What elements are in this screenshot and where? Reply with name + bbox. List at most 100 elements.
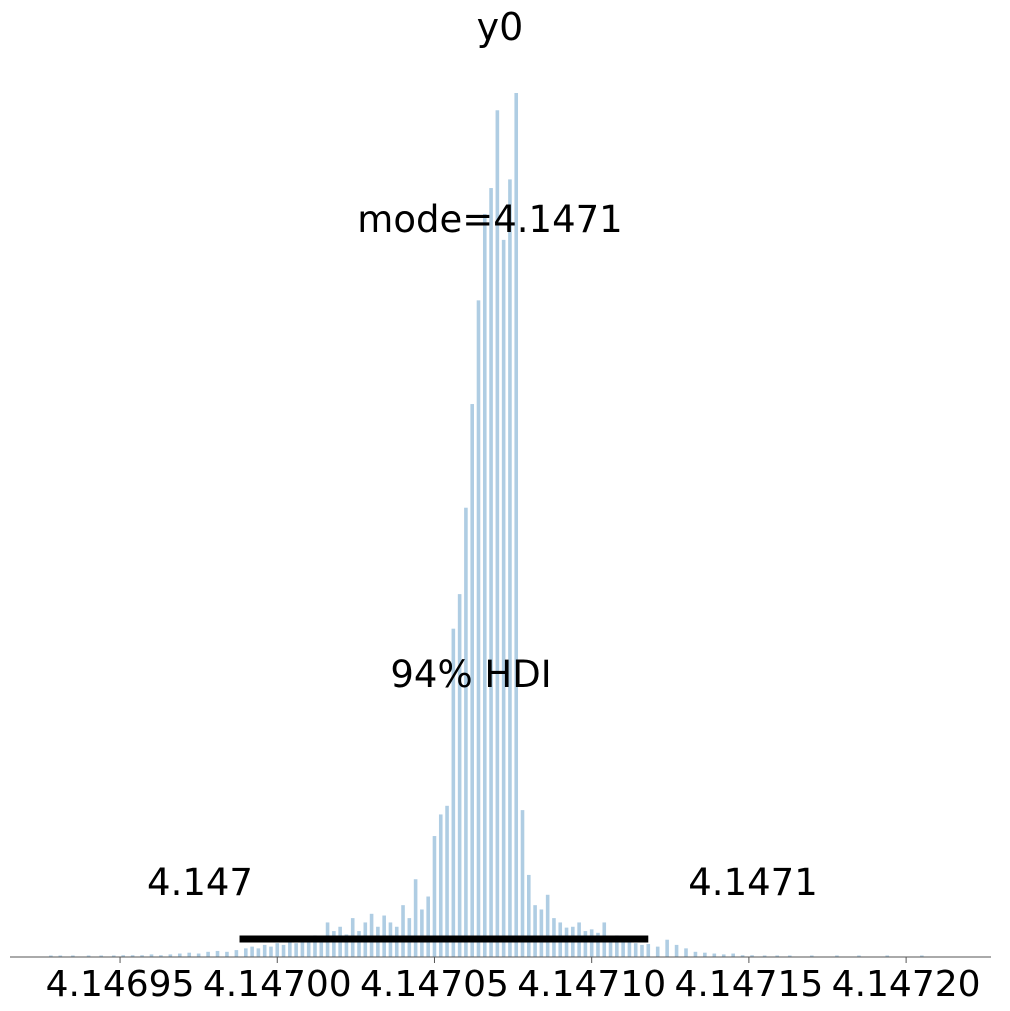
histogram-bar bbox=[482, 213, 487, 957]
histogram-bar bbox=[731, 953, 735, 957]
histogram-bar bbox=[646, 944, 651, 957]
x-tick-label: 4.14720 bbox=[832, 964, 981, 1005]
histogram-bar bbox=[520, 810, 525, 957]
mode-annotation: mode=4.1471 bbox=[357, 198, 622, 241]
histogram-bar bbox=[420, 909, 424, 957]
histogram-bar bbox=[457, 594, 462, 957]
histogram-bar bbox=[476, 300, 481, 957]
histogram-bar bbox=[369, 913, 374, 957]
histogram-bar bbox=[319, 937, 324, 957]
histogram-bar bbox=[508, 179, 512, 957]
histogram-bar bbox=[244, 948, 248, 957]
x-tick-label: 4.14715 bbox=[674, 964, 823, 1005]
histogram-bar bbox=[640, 944, 644, 957]
histogram-bar bbox=[809, 955, 814, 957]
histogram-bar bbox=[445, 805, 449, 957]
hdi-upper-label: 4.1471 bbox=[688, 861, 817, 904]
histogram-bar bbox=[712, 953, 717, 957]
histogram-bar bbox=[633, 943, 638, 957]
histogram-bar bbox=[401, 905, 405, 957]
histogram-bar bbox=[693, 951, 698, 957]
histogram-bar bbox=[86, 955, 91, 957]
histogram-bar bbox=[608, 937, 613, 957]
x-axis-ticks: 4.14695 4.14700 4.14705 4.14710 4.14715 4.147… bbox=[46, 957, 981, 1005]
histogram-bar bbox=[140, 955, 144, 957]
histogram-bar bbox=[177, 953, 182, 957]
histogram-bar bbox=[775, 955, 779, 957]
histogram-bar bbox=[674, 944, 679, 957]
x-tick-label: 4.14700 bbox=[203, 964, 352, 1005]
histogram-bar bbox=[294, 943, 298, 957]
histogram-bar bbox=[464, 507, 468, 957]
hdi-label: 94% HDI bbox=[390, 653, 551, 696]
histogram-bar bbox=[332, 931, 336, 957]
histogram-bar bbox=[215, 950, 220, 957]
histogram-bar bbox=[835, 955, 839, 957]
histogram-bar bbox=[149, 954, 154, 957]
histogram-bar bbox=[721, 954, 726, 957]
histogram-bar bbox=[196, 953, 201, 957]
histogram-bar bbox=[545, 894, 550, 957]
histogram-bar bbox=[621, 939, 625, 957]
histogram-bar bbox=[426, 896, 430, 957]
histogram-bar bbox=[857, 955, 861, 957]
histogram-bar bbox=[313, 935, 317, 957]
histogram-bar bbox=[357, 931, 361, 957]
histogram-bar bbox=[920, 955, 924, 957]
histogram-bar bbox=[684, 948, 688, 957]
histogram-bar bbox=[206, 951, 210, 957]
histogram-bar bbox=[787, 955, 792, 957]
histogram-bar bbox=[432, 836, 437, 957]
histogram-bar bbox=[168, 954, 173, 957]
histogram-bar bbox=[99, 955, 103, 957]
histogram-bar bbox=[225, 951, 229, 957]
histogram-bar bbox=[615, 935, 619, 957]
histogram-bar bbox=[527, 874, 531, 957]
histogram-bar bbox=[159, 955, 163, 957]
histogram-bar bbox=[470, 404, 474, 957]
histogram-bar bbox=[49, 955, 53, 957]
x-tick-label: 4.14710 bbox=[517, 964, 666, 1005]
histogram-bar bbox=[187, 952, 192, 957]
histogram-bar bbox=[750, 955, 754, 957]
histogram-bar bbox=[655, 946, 660, 957]
chart-title: y0 bbox=[477, 5, 524, 49]
histogram-bar bbox=[665, 939, 669, 957]
histogram-bar bbox=[281, 944, 286, 957]
histogram-bar bbox=[111, 955, 116, 957]
histogram-bar bbox=[413, 879, 418, 957]
histogram-bar bbox=[262, 944, 267, 957]
histogram-bar bbox=[539, 909, 544, 957]
histogram-bar bbox=[514, 93, 519, 957]
histogram-bar bbox=[589, 929, 594, 957]
histogram-bar bbox=[344, 934, 349, 957]
histogram-bar bbox=[438, 814, 443, 957]
histogram-bar bbox=[256, 948, 261, 957]
histogram-bar bbox=[300, 939, 305, 957]
histogram-bar bbox=[58, 955, 63, 957]
histogram-bar bbox=[121, 955, 125, 957]
histogram-bar bbox=[130, 955, 135, 957]
histogram-bar bbox=[596, 932, 600, 957]
x-tick-label: 4.14695 bbox=[46, 964, 195, 1005]
histogram-bar bbox=[762, 955, 767, 957]
histogram-bar bbox=[306, 941, 311, 957]
histogram-bar bbox=[583, 931, 588, 957]
histogram-bar bbox=[495, 110, 500, 957]
histogram-bar bbox=[740, 955, 745, 957]
histogram-bar bbox=[269, 946, 273, 957]
histogram-bar bbox=[250, 946, 254, 957]
histogram-bar bbox=[703, 952, 707, 957]
histogram-bar bbox=[234, 950, 239, 957]
histogram-bar bbox=[885, 955, 890, 957]
x-tick-label: 4.14705 bbox=[360, 964, 509, 1005]
histogram-bar bbox=[533, 905, 537, 957]
histogram-bar bbox=[71, 955, 75, 957]
histogram-bar bbox=[275, 943, 280, 957]
histogram-bar bbox=[501, 239, 506, 957]
histogram-bar bbox=[451, 628, 456, 957]
histogram-bar bbox=[288, 941, 292, 957]
histogram-bar bbox=[627, 941, 632, 957]
